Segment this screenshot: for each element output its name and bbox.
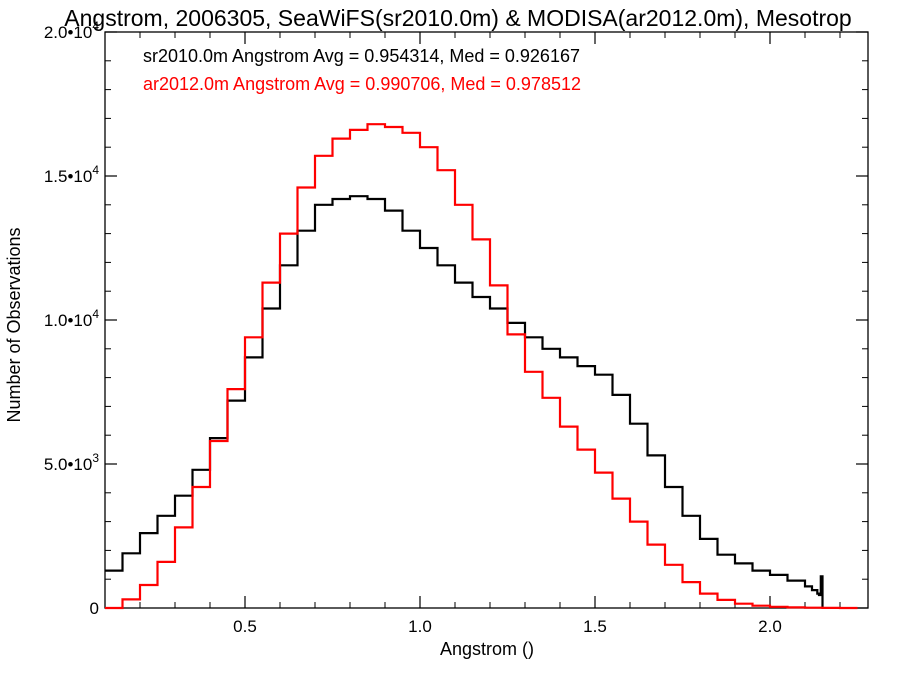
x-tick-label: 2.0 bbox=[758, 617, 782, 636]
y-tick-label: 1.0•104 bbox=[44, 307, 100, 330]
y-tick-label: 0 bbox=[90, 599, 99, 618]
x-axis-label: Angstrom () bbox=[440, 639, 534, 659]
stats-text-ar2012-0m: ar2012.0m Angstrom Avg = 0.990706, Med =… bbox=[143, 74, 581, 94]
y-axis-label: Number of Observations bbox=[4, 227, 24, 422]
series-layer bbox=[105, 123, 858, 610]
series-line-sr2010-0m bbox=[105, 195, 824, 608]
stats-text-sr2010-0m: sr2010.0m Angstrom Avg = 0.954314, Med =… bbox=[143, 46, 580, 66]
series-line-ar2012-0m bbox=[105, 123, 858, 610]
y-tick-label: 1.5•104 bbox=[44, 163, 100, 186]
x-tick-label: 1.0 bbox=[408, 617, 432, 636]
axis-ticks: 0.5 1.0 1.5 2.0 0 5.0•103 1.0•104 1.5•104 2.0•10… bbox=[44, 19, 868, 636]
x-tick-label: 1.5 bbox=[583, 617, 607, 636]
plot-frame bbox=[104, 31, 869, 609]
stats-layer: sr2010.0m Angstrom Avg = 0.954314, Med =… bbox=[143, 46, 581, 94]
chart-title: Angstrom, 2006305, SeaWiFS(sr2010.0m) & … bbox=[64, 5, 851, 31]
x-tick-label: 0.5 bbox=[233, 617, 257, 636]
y-tick-label: 2.0•104 bbox=[44, 19, 100, 42]
y-tick-label: 5.0•103 bbox=[44, 451, 100, 474]
